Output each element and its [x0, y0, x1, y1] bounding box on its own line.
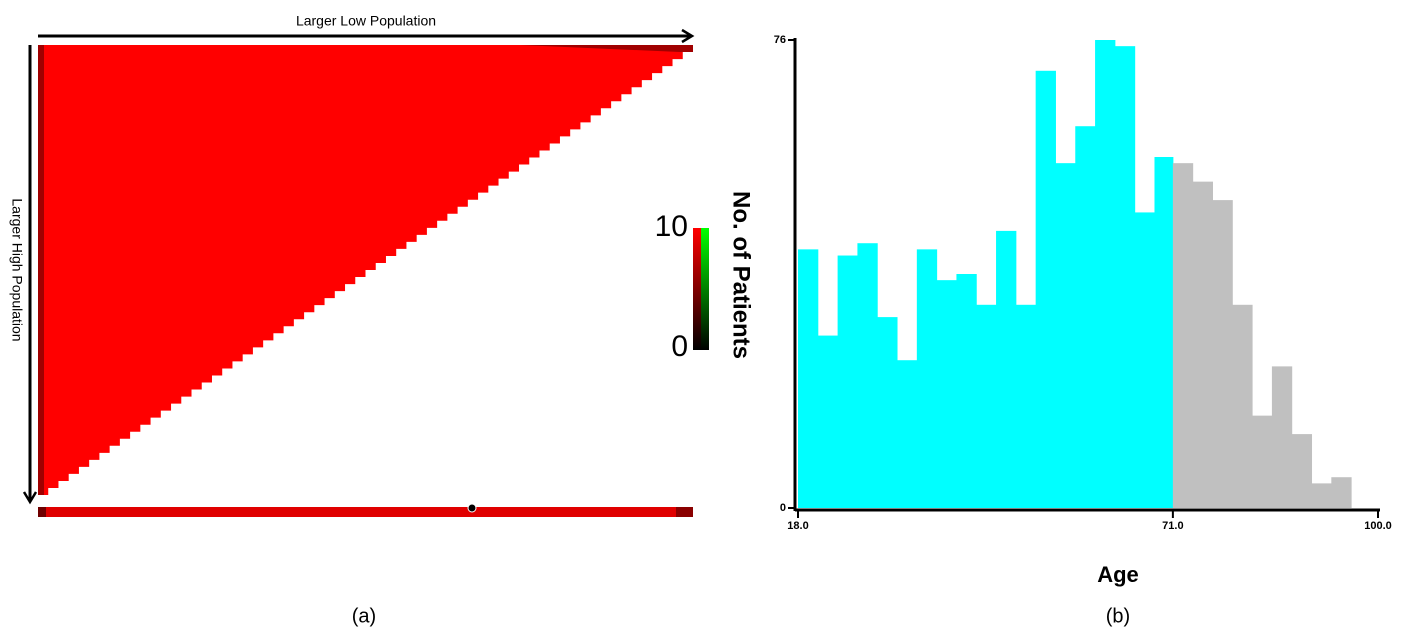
colorbar-green: [701, 228, 709, 350]
bar: [1095, 40, 1116, 508]
top-arrowhead: [681, 28, 695, 44]
x-tick-label: 18.0: [787, 520, 808, 532]
bar: [817, 335, 839, 508]
side-arrowhead: [22, 491, 38, 505]
bar: [1035, 70, 1056, 508]
bar: [1291, 434, 1313, 508]
bottom-strip-end: [676, 507, 693, 517]
bottom-strip-end: [38, 507, 46, 517]
bar: [996, 230, 1017, 509]
bar: [1212, 200, 1233, 508]
bar: [897, 360, 918, 508]
x-tick-label: 71.0: [1162, 520, 1183, 532]
side-label: Larger High Population: [9, 198, 25, 341]
bar: [1154, 157, 1174, 508]
bar: [1075, 126, 1096, 509]
caption: (a): [352, 605, 376, 627]
panel-a: Larger Low Population Larger High Popula…: [9, 13, 754, 628]
panel-b: Age (b) 0 76 18.0 71.0 100.0: [774, 34, 1392, 627]
bar: [857, 243, 878, 509]
bar: [837, 255, 858, 508]
bar: [1192, 181, 1213, 508]
bar: [1055, 163, 1076, 508]
bar: [1015, 304, 1037, 508]
colorbar-label: No. of Patients: [728, 191, 755, 359]
heatmap-corner: [520, 45, 693, 52]
x-tick-label: 100.0: [1364, 520, 1392, 532]
caption: (b): [1106, 605, 1130, 627]
top-label: Larger Low Population: [296, 13, 436, 29]
bar: [916, 249, 938, 509]
bar: [877, 317, 898, 508]
bar: [1172, 163, 1194, 508]
bottom-strip: [38, 507, 693, 517]
y-tick-label: 76: [774, 34, 786, 46]
bar: [956, 274, 977, 508]
x-axis-label: Age: [1097, 562, 1139, 587]
y-tick-label: 0: [780, 502, 786, 514]
bar: [1134, 212, 1155, 508]
heatmap-triangle: [38, 45, 693, 495]
bar: [1331, 477, 1352, 508]
bar: [1252, 415, 1273, 508]
marker-dot: [467, 503, 477, 513]
bar: [798, 249, 819, 509]
colorbar-tick-label: 0: [671, 330, 688, 363]
bar: [976, 304, 997, 508]
colorbar-tick-label: 10: [655, 210, 688, 243]
bar: [1114, 46, 1136, 508]
bar: [1271, 366, 1293, 508]
heatmap-edge: [38, 45, 44, 495]
bar: [1232, 304, 1253, 508]
bar: [936, 280, 957, 508]
colorbar-red: [693, 228, 701, 350]
bar: [1311, 483, 1332, 508]
